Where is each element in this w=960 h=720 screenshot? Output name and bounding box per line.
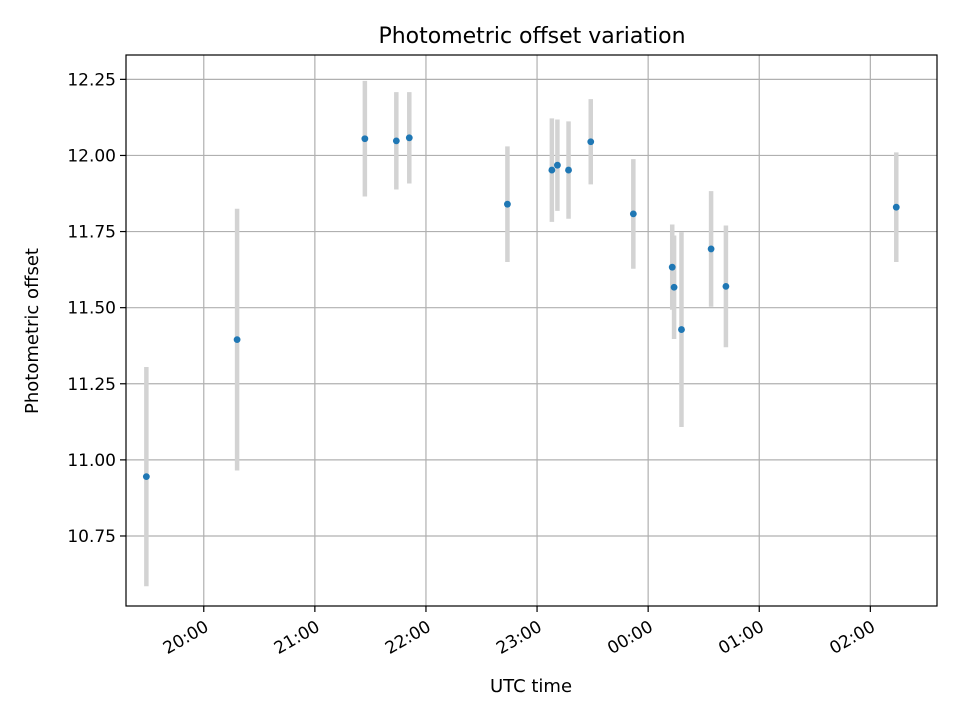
y-axis-label: Photometric offset: [22, 248, 43, 414]
data-point: [554, 161, 561, 169]
data-point: [405, 134, 413, 142]
y-tick-label: 11.00: [67, 451, 116, 471]
data-point: [668, 263, 676, 271]
y-tick-label: 11.50: [67, 299, 116, 319]
x-tick-label: 00:00: [604, 617, 656, 659]
x-tick-label: 23:00: [493, 617, 545, 659]
data-point: [892, 203, 900, 211]
y-tick-label: 10.75: [67, 527, 116, 547]
data-point: [548, 166, 556, 174]
data-points: [142, 134, 900, 481]
data-point: [392, 137, 400, 145]
x-tick-label: 22:00: [382, 617, 434, 659]
data-point: [629, 210, 637, 218]
data-point: [670, 283, 678, 291]
x-tick-label: 20:00: [160, 617, 212, 659]
data-point: [504, 200, 511, 208]
data-point: [565, 166, 572, 174]
data-point: [233, 336, 241, 344]
data-point: [707, 245, 715, 253]
x-tick-label: 02:00: [826, 617, 878, 659]
data-point: [142, 473, 150, 481]
grid: [126, 55, 937, 606]
y-tick-label: 12.00: [67, 146, 116, 166]
data-point: [722, 282, 730, 290]
x-tick-label: 21:00: [271, 617, 323, 659]
data-point: [587, 138, 595, 146]
y-tick-label: 12.25: [67, 70, 116, 90]
y-tick-label: 11.25: [67, 375, 116, 395]
data-point: [361, 135, 369, 143]
plot-frame: [125, 54, 938, 607]
chart-title: Photometric offset variation: [378, 24, 685, 49]
x-axis-label: UTC time: [490, 676, 572, 697]
error-bars: [144, 80, 899, 587]
x-tick-label: 01:00: [715, 617, 767, 659]
y-tick-label: 11.75: [67, 223, 116, 243]
y-axis: 10.75 11.00 11.25 11.50 11.75 12.00 12.25: [67, 70, 126, 547]
data-point: [678, 326, 685, 333]
x-axis: 20:00 21:00 22:00 23:00 00:00 01:00 02:00: [160, 606, 879, 659]
